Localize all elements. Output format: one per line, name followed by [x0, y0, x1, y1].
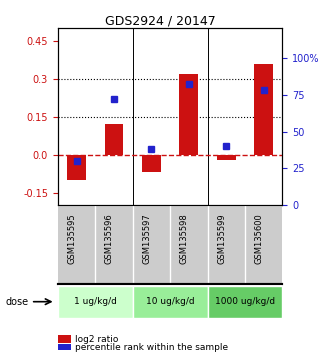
Bar [179, 74, 198, 155]
Text: 1 ug/kg/d: 1 ug/kg/d [74, 297, 117, 306]
Text: GSM135598: GSM135598 [180, 213, 189, 264]
Text: GSM135596: GSM135596 [105, 213, 114, 264]
Text: GSM135599: GSM135599 [217, 213, 226, 264]
Bar [217, 155, 236, 160]
Text: GSM135597: GSM135597 [143, 213, 152, 264]
Text: GSM135600: GSM135600 [255, 213, 264, 264]
FancyBboxPatch shape [208, 286, 282, 318]
Text: 1000 ug/kg/d: 1000 ug/kg/d [215, 297, 275, 306]
Text: GDS2924 / 20147: GDS2924 / 20147 [105, 14, 216, 27]
Bar [105, 124, 123, 155]
Text: percentile rank within the sample: percentile rank within the sample [75, 343, 229, 352]
Bar [67, 155, 86, 180]
Text: log2 ratio: log2 ratio [75, 335, 119, 344]
Text: dose: dose [5, 297, 29, 307]
Text: GSM135595: GSM135595 [67, 213, 76, 264]
Bar [254, 64, 273, 155]
FancyBboxPatch shape [133, 286, 208, 318]
Text: 10 ug/kg/d: 10 ug/kg/d [146, 297, 195, 306]
Bar [142, 155, 161, 172]
FancyBboxPatch shape [58, 286, 133, 318]
